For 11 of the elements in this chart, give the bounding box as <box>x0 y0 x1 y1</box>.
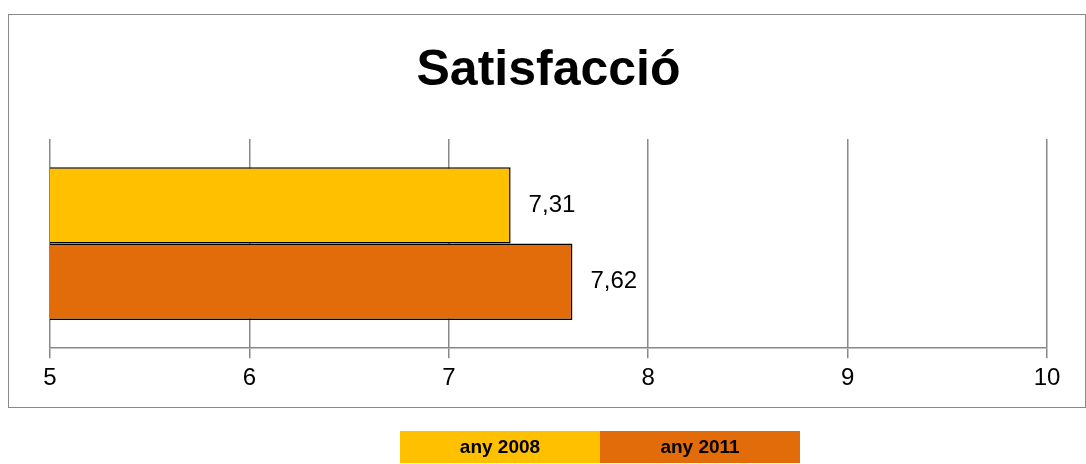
x-tick-label: 8 <box>641 363 655 391</box>
text: any 2008 <box>400 431 600 463</box>
chart-title: Satisfacció <box>416 39 681 96</box>
x-tick-label: 6 <box>242 363 257 391</box>
data-label: 7,62 <box>590 266 638 294</box>
x-tick-label: 9 <box>840 363 855 391</box>
x-tick-label: 10 <box>1033 363 1061 391</box>
x-tick-label: 5 <box>43 363 57 391</box>
x-tick-label: 7 <box>442 363 456 391</box>
text: any 2011 <box>600 431 800 463</box>
data-label: 7,31 <box>528 190 576 218</box>
